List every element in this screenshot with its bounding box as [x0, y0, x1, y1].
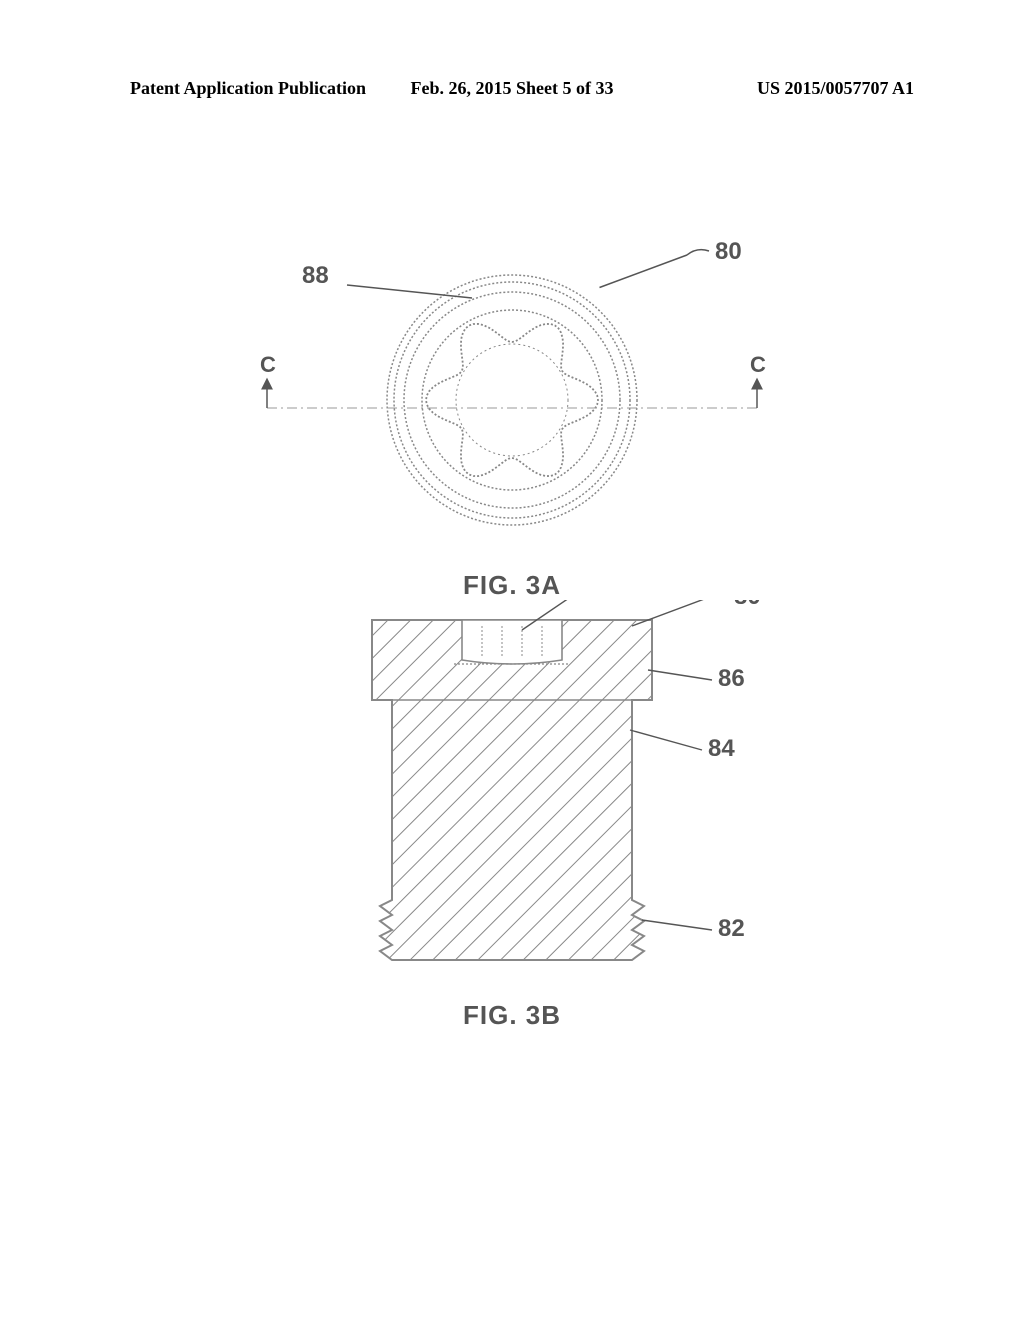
svg-text:88: 88 — [302, 262, 329, 289]
header-left: Patent Application Publication — [130, 78, 366, 99]
fig3b-label: FIG. 3B — [0, 1000, 1024, 1031]
svg-text:86: 86 — [718, 665, 745, 692]
svg-text:80: 80 — [715, 238, 742, 265]
figure-3a: C C 80 88 FIG. 3A — [0, 230, 1024, 600]
fig3a-svg: C C 80 88 — [0, 230, 1024, 570]
svg-text:C: C — [260, 352, 276, 377]
fig3b-svg: 8088868482 — [0, 600, 1024, 1000]
header-center: Feb. 26, 2015 Sheet 5 of 33 — [411, 78, 614, 99]
figure-3b: 8088868482 FIG. 3B — [0, 600, 1024, 1040]
fig3a-label: FIG. 3A — [0, 570, 1024, 601]
svg-text:82: 82 — [718, 915, 745, 942]
svg-text:80: 80 — [734, 600, 761, 610]
svg-text:C: C — [750, 352, 766, 377]
header-right: US 2015/0057707 A1 — [757, 78, 914, 99]
svg-text:84: 84 — [708, 735, 735, 762]
